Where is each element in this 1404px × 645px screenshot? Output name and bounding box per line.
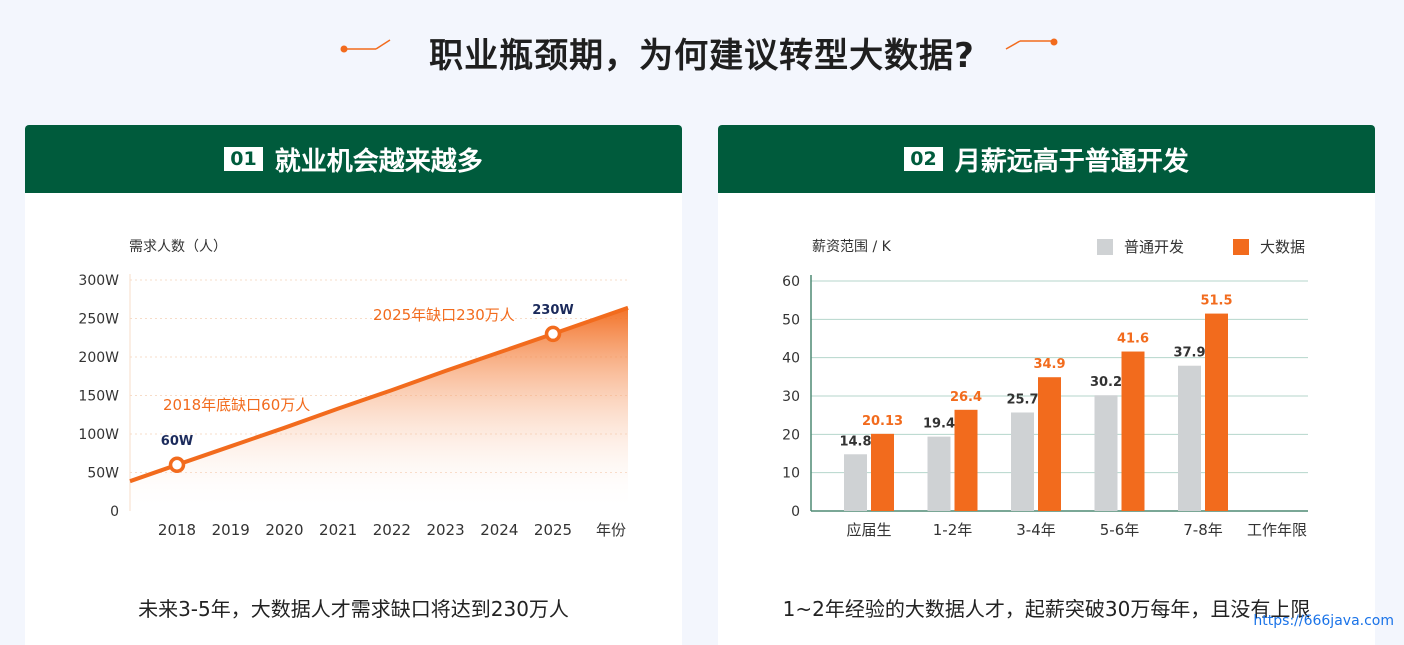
card-header: 01 就业机会越来越多 [25, 125, 682, 193]
card-number: 02 [904, 147, 943, 171]
x-tick-label: 7-8年 [1183, 521, 1223, 539]
y-tick-label: 100W [78, 427, 119, 443]
series-line [129, 305, 629, 484]
data-label: 51.5 [1200, 294, 1232, 309]
card-job-opportunities: 01 就业机会越来越多 需求人数（人） 年份 0 50W 100W 150W 200W 2… [25, 125, 682, 645]
bar [1121, 351, 1145, 511]
data-label: 25.7 [1006, 392, 1038, 407]
x-ticks: 应届生 1-2年 3-4年 5-6年 7-8年 [846, 521, 1222, 539]
y-tick-label: 50W [87, 466, 119, 482]
bar [1094, 395, 1118, 511]
legend-swatch-bigdata [1233, 239, 1249, 255]
y-ticks: 0 50W 100W 150W 200W 250W 300W [78, 273, 119, 520]
page-title: 职业瓶颈期，为何建议转型大数据? [429, 36, 975, 76]
data-label: 26.4 [950, 390, 982, 405]
data-label: 37.9 [1173, 346, 1205, 361]
salary-bar-chart: 薪资范围 / K 工作年限 普通开发 大数据 0 10 20 30 40 50 60 14.… [782, 238, 1308, 539]
x-axis-label: 工作年限 [1247, 521, 1307, 539]
x-tick-label: 应届生 [846, 521, 891, 539]
demand-area-chart: 需求人数（人） 年份 0 50W 100W 150W 200W 250W 300W 2018… [78, 239, 629, 539]
bar [954, 409, 978, 511]
y-ticks: 0 10 20 30 40 50 60 [782, 274, 800, 520]
y-tick-label: 20 [782, 427, 800, 443]
y-tick-label: 60 [782, 274, 800, 290]
y-tick-label: 40 [782, 351, 800, 367]
x-tick-label: 2023 [426, 521, 464, 539]
x-tick-label: 2020 [265, 521, 303, 539]
x-tick-label: 3-4年 [1016, 521, 1056, 539]
watermark-text: https://666java.com [1253, 613, 1394, 629]
annotation: 2018年底缺口60万人 [163, 396, 310, 414]
card-salary-comparison: 02 月薪远高于普通开发 薪资范围 / K 工作年限 普通开发 大数据 0 10 2… [718, 125, 1375, 645]
title-decoration-right [1005, 38, 1058, 50]
bar [1178, 365, 1201, 511]
legend-label-normal: 普通开发 [1124, 238, 1184, 256]
x-axis-label: 年份 [596, 521, 626, 539]
y-tick-label: 10 [782, 466, 800, 482]
bar [1011, 412, 1034, 511]
y-tick-label: 30 [782, 389, 800, 405]
legend: 普通开发 大数据 [1097, 238, 1305, 256]
annotation: 2025年缺口230万人 [373, 306, 515, 324]
data-label: 19.4 [923, 417, 955, 432]
highlight-points: 60W 2018年底缺口60万人 230W 2025年缺口230万人 [161, 303, 574, 474]
bar [1038, 377, 1061, 511]
x-tick-label: 2025 [534, 521, 572, 539]
data-point-marker [544, 325, 562, 343]
data-point-marker [168, 456, 186, 474]
y-tick-label: 0 [110, 504, 119, 520]
bars: 14.8 20.13 19.4 26.4 25.7 34.9 30.2 41.6 37.9 51.… [839, 294, 1233, 511]
bar [871, 433, 894, 511]
y-axis-label: 需求人数（人） [129, 239, 227, 255]
bar [927, 436, 951, 511]
card-caption: 未来3-5年，大数据人才需求缺口将达到230万人 [138, 597, 569, 621]
y-tick-label: 50 [782, 312, 800, 328]
x-tick-label: 2019 [212, 521, 250, 539]
y-tick-label: 300W [78, 273, 119, 289]
x-tick-label: 2018 [158, 521, 196, 539]
y-tick-label: 0 [791, 504, 800, 520]
data-point-label: 230W [532, 303, 573, 318]
y-tick-label: 200W [78, 350, 119, 366]
data-label: 30.2 [1090, 375, 1122, 390]
bar [844, 454, 867, 511]
card-title: 就业机会越来越多 [274, 146, 483, 177]
data-label: 20.13 [862, 414, 903, 429]
title-row: 职业瓶颈期，为何建议转型大数据? [0, 0, 1404, 105]
x-ticks: 2018 2019 2020 2021 2022 2023 2024 2025 [158, 521, 572, 539]
y-tick-label: 250W [78, 312, 119, 328]
y-tick-label: 150W [78, 389, 119, 405]
legend-label-bigdata: 大数据 [1260, 238, 1305, 256]
y-axis-label: 薪资范围 / K [812, 238, 892, 255]
data-label: 14.8 [839, 434, 871, 449]
bar [1205, 313, 1228, 511]
data-label: 34.9 [1033, 357, 1065, 372]
card-header: 02 月薪远高于普通开发 [718, 125, 1375, 193]
card-caption: 1~2年经验的大数据人才，起薪突破30万每年，且没有上限 [782, 597, 1311, 621]
x-tick-label: 2022 [373, 521, 411, 539]
x-tick-label: 1-2年 [933, 521, 973, 539]
x-tick-label: 2024 [480, 521, 518, 539]
card-number: 01 [224, 147, 263, 171]
x-tick-label: 2021 [319, 521, 357, 539]
data-point-label: 60W [161, 434, 193, 449]
title-decoration-left [340, 39, 391, 53]
card-title: 月薪远高于普通开发 [954, 146, 1189, 177]
data-label: 41.6 [1117, 332, 1149, 347]
legend-swatch-normal [1097, 239, 1113, 255]
x-tick-label: 5-6年 [1100, 521, 1140, 539]
area-fill [130, 307, 628, 511]
